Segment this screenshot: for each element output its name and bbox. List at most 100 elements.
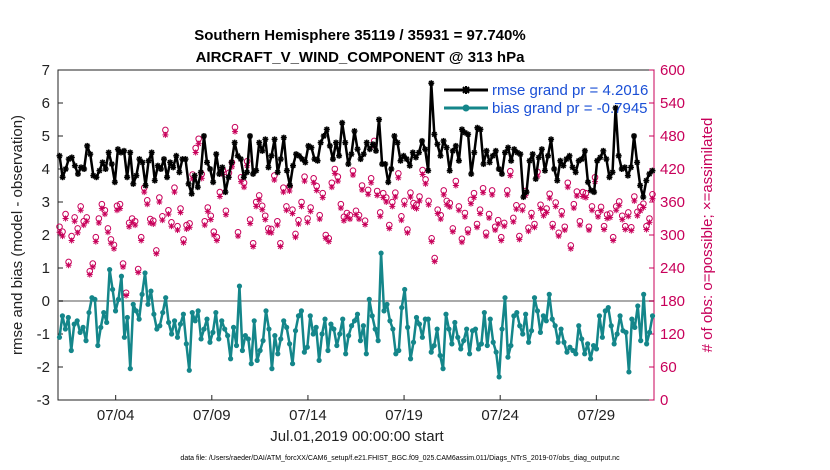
- point-bias: [582, 351, 588, 357]
- point-bias: [564, 349, 570, 355]
- point-rmse: [262, 136, 269, 143]
- point-bias: [434, 326, 440, 332]
- point-assimilated: [132, 222, 139, 229]
- point-rmse: [486, 159, 493, 166]
- point-bias: [508, 342, 514, 349]
- point-assimilated: [286, 188, 293, 194]
- point-assimilated: [174, 227, 181, 234]
- point-rmse: [240, 174, 247, 181]
- point-bias: [452, 319, 458, 326]
- point-assimilated: [392, 194, 399, 201]
- point-bias: [325, 347, 331, 354]
- point-assimilated: [201, 222, 208, 229]
- point-rmse: [176, 169, 183, 176]
- point-assimilated: [268, 229, 275, 236]
- y-tick-label: -2: [37, 359, 50, 376]
- point-assimilated: [253, 203, 260, 210]
- point-bias: [561, 339, 567, 345]
- point-assimilated: [649, 195, 656, 202]
- point-bias: [195, 308, 201, 314]
- point-rmse: [124, 174, 131, 181]
- point-bias: [269, 366, 275, 372]
- point-rmse: [446, 167, 453, 174]
- point-assimilated: [413, 205, 420, 212]
- point-rmse: [228, 159, 235, 166]
- point-assimilated: [531, 224, 538, 231]
- series-assimilated: [56, 128, 656, 299]
- point-assimilated: [516, 236, 523, 243]
- point-bias: [425, 316, 431, 322]
- point-assimilated: [628, 227, 635, 234]
- point-rmse: [348, 151, 355, 158]
- point-assimilated: [452, 182, 459, 189]
- point-rmse: [219, 164, 226, 171]
- point-rmse: [197, 169, 204, 176]
- point-rmse: [127, 149, 134, 156]
- point-rmse: [554, 177, 561, 184]
- point-rmse: [247, 133, 254, 139]
- legend: rmse grand pr = 4.2016 bias grand pr = -…: [444, 82, 648, 117]
- point-rmse: [277, 156, 284, 163]
- point-assimilated: [83, 218, 90, 225]
- point-assimilated: [71, 218, 78, 225]
- point-bias: [543, 318, 549, 324]
- point-rmse: [643, 177, 650, 184]
- point-bias: [225, 333, 231, 339]
- point-assimilated: [216, 193, 223, 200]
- point-rmse: [200, 133, 207, 139]
- point-bias: [354, 311, 361, 317]
- point-bias: [127, 366, 133, 372]
- point-assimilated: [640, 204, 647, 211]
- point-assimilated: [486, 214, 493, 221]
- point-bias: [124, 314, 130, 321]
- point-assimilated: [401, 201, 408, 208]
- point-rmse: [148, 149, 155, 156]
- point-assimilated: [537, 205, 544, 212]
- point-rmse: [213, 151, 220, 158]
- y2-tick-label: 540: [660, 95, 685, 112]
- point-rmse: [428, 80, 435, 87]
- point-bias: [213, 309, 219, 316]
- point-assimilated: [619, 216, 626, 223]
- point-bias: [145, 301, 151, 307]
- point-bias: [455, 334, 461, 340]
- point-bias: [328, 321, 334, 327]
- point-rmse: [523, 189, 530, 196]
- point-assimilated: [171, 189, 178, 196]
- point-bias: [638, 338, 644, 344]
- point-bias: [446, 326, 452, 332]
- point-bias: [399, 305, 405, 311]
- point-bias: [523, 311, 529, 317]
- point-rmse: [59, 174, 66, 181]
- point-assimilated: [546, 195, 553, 202]
- point-bias: [537, 329, 544, 335]
- point-assimilated: [528, 213, 535, 220]
- point-rmse: [121, 147, 128, 154]
- point-bias: [493, 349, 499, 355]
- point-bias: [611, 341, 617, 347]
- point-assimilated: [404, 229, 411, 236]
- point-bias: [531, 295, 538, 301]
- point-assimilated: [552, 203, 559, 210]
- point-assimilated: [464, 229, 471, 236]
- point-bias: [431, 342, 437, 349]
- point-rmse: [529, 151, 536, 158]
- point-assimilated: [365, 191, 372, 198]
- point-bias: [56, 334, 63, 340]
- point-assimilated: [525, 228, 532, 235]
- point-bias: [614, 331, 620, 337]
- point-assimilated: [159, 217, 166, 224]
- point-rmse: [170, 164, 177, 171]
- point-bias: [295, 313, 302, 319]
- point-assimilated: [407, 194, 414, 201]
- point-bias: [635, 303, 641, 309]
- x-tick-label: 07/04: [97, 407, 135, 424]
- point-rmse: [323, 126, 330, 133]
- point-assimilated: [144, 201, 151, 208]
- point-rmse: [185, 180, 192, 187]
- x-tick-label: 07/24: [481, 407, 519, 424]
- point-assimilated: [138, 237, 145, 244]
- point-rmse: [216, 170, 223, 177]
- point-rmse: [631, 133, 638, 139]
- point-rmse: [409, 149, 416, 156]
